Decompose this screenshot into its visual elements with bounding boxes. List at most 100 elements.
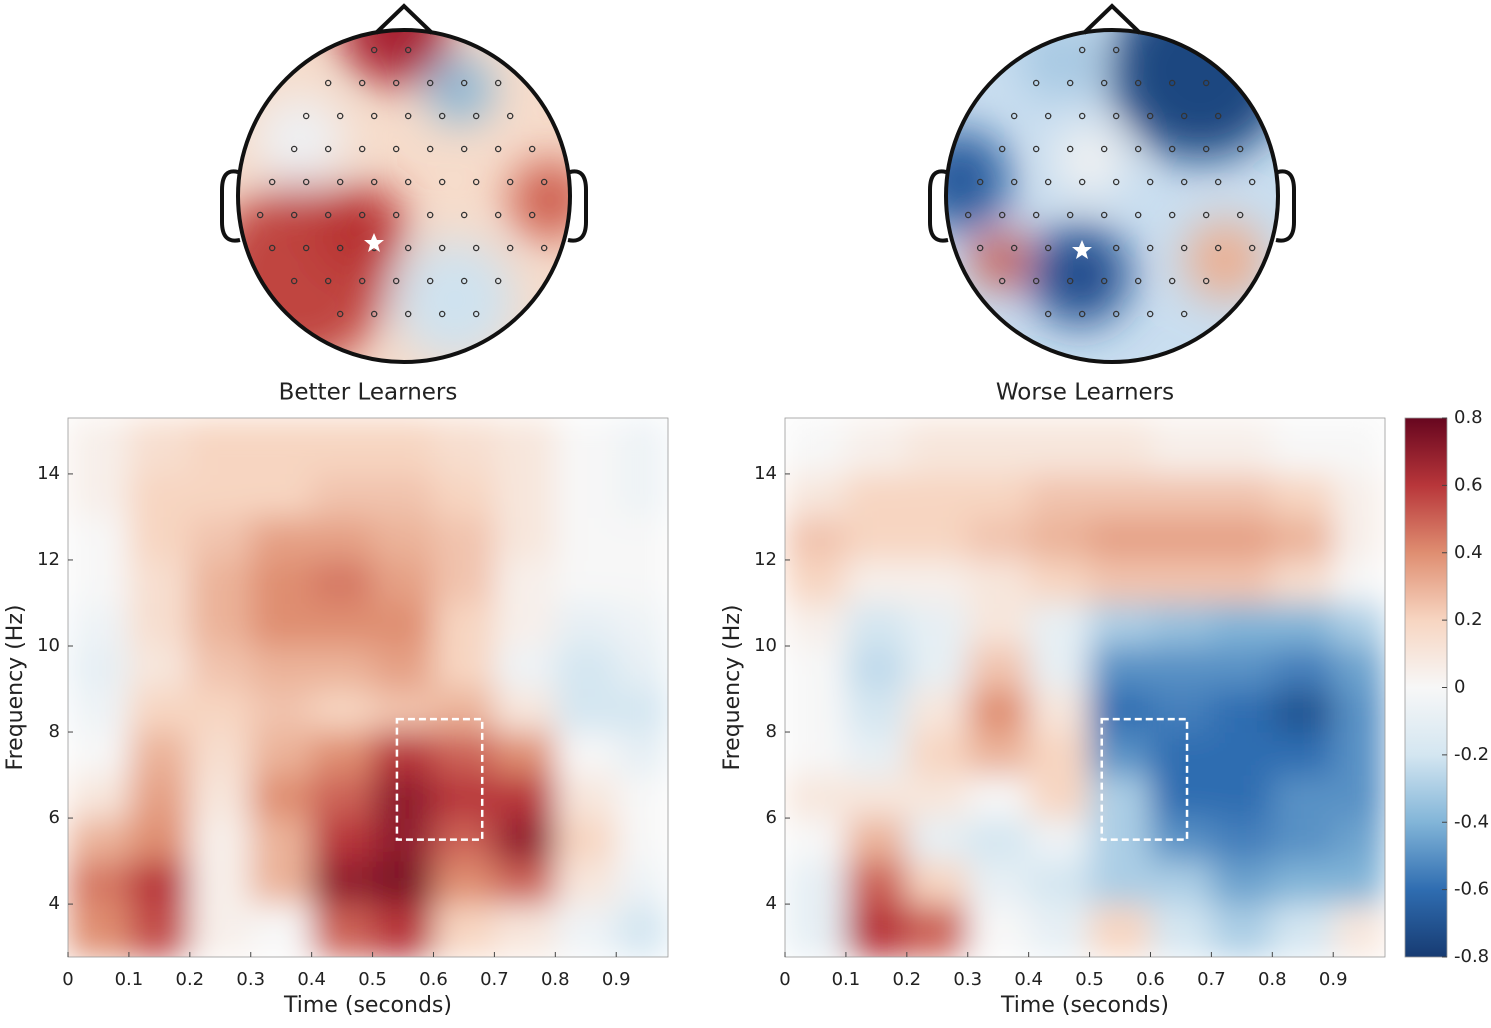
heatmap-cell [1272, 775, 1334, 819]
heatmap-cell [785, 602, 847, 647]
y-tick-label: 14 [37, 463, 60, 484]
heatmap-cell [1028, 602, 1091, 647]
y-tick-label: 10 [37, 635, 60, 656]
electrode [438, 310, 446, 318]
y-tick-label: 8 [49, 721, 60, 742]
heatmap-cell [189, 559, 252, 604]
heatmap-cell [906, 516, 969, 561]
heatmap-cell [1089, 418, 1151, 475]
heatmap-cell [433, 559, 495, 604]
electrode [506, 244, 514, 252]
heatmap-cell [1028, 559, 1091, 604]
heatmap [785, 418, 1385, 957]
electrode [370, 310, 378, 318]
heatmap-cell [311, 559, 374, 604]
heatmap-cell [1211, 473, 1273, 518]
electrode [1146, 310, 1154, 318]
heatmap-cell [311, 602, 374, 647]
heatmap-cell [1089, 818, 1151, 862]
heatmap-cell [372, 775, 434, 819]
electrode [404, 244, 412, 252]
electrode [1032, 79, 1040, 87]
electrode [438, 244, 446, 252]
x-tick-label: 0.1 [115, 969, 144, 990]
heatmap-cell [906, 689, 969, 733]
heatmap-cell [494, 559, 556, 604]
heatmap-cell [785, 732, 847, 776]
electrode [370, 46, 378, 54]
electrode [324, 79, 332, 87]
heatmap-cell [785, 645, 847, 690]
heatmap-cell [128, 861, 191, 905]
heatmap-cell [68, 418, 130, 475]
heatmap-cell [1089, 516, 1151, 561]
heatmap-cell [250, 602, 313, 647]
heatmap-cell [68, 732, 130, 776]
colorbar-tick-label: 0 [1454, 677, 1465, 698]
heatmap-cell [1333, 904, 1385, 957]
heatmap-cell [1211, 516, 1273, 561]
electrode [1078, 178, 1086, 186]
x-axis-label: Time (seconds) [283, 993, 452, 1018]
heatmap-cell [555, 602, 617, 647]
heatmap-cell [250, 689, 313, 733]
heatmap-cell [1089, 473, 1151, 518]
electrode [998, 211, 1006, 219]
electrode [336, 244, 344, 252]
x-tick-label: 0.2 [176, 969, 205, 990]
heatmap-cell [906, 732, 969, 776]
electrode [392, 211, 400, 219]
heatmap-cell [785, 904, 847, 957]
heatmap-cell [1272, 689, 1334, 733]
heatmap-cell [433, 861, 495, 905]
electrode [976, 178, 984, 186]
heatmap-cell [616, 904, 668, 957]
x-tick-label: 0.1 [832, 969, 861, 990]
electrode [1214, 178, 1222, 186]
heatmap-cell [555, 559, 617, 604]
electrode [1032, 145, 1040, 153]
x-tick-label: 0.7 [1197, 969, 1226, 990]
y-tick-label: 6 [49, 807, 60, 828]
heatmap-cell [68, 516, 130, 561]
heatmap-cell [967, 473, 1030, 518]
heatmap-cell [311, 818, 374, 862]
heatmap-cell [1333, 861, 1385, 905]
electrode [256, 211, 264, 219]
electrode [1180, 244, 1188, 252]
heatmap-cell [906, 645, 969, 690]
electrode [506, 112, 514, 120]
electrode [1202, 277, 1210, 285]
roi-box [395, 717, 484, 841]
electrode [404, 46, 412, 54]
heatmap-cell [250, 861, 313, 905]
heatmap-cell [1333, 418, 1385, 475]
x-tick-label: 0.3 [953, 969, 982, 990]
heatmap-cell [1272, 818, 1334, 862]
heatmap-cell [1089, 645, 1151, 690]
electrode [540, 244, 548, 252]
electrode [426, 145, 434, 153]
heatmap-cell [1150, 473, 1212, 518]
heatmap-cell [785, 689, 847, 733]
colorbar-tick-label: -0.6 [1454, 879, 1489, 900]
electrode [1168, 145, 1176, 153]
topoplot [220, 3, 588, 364]
heatmap-cell [1333, 818, 1385, 862]
heatmap-cell [906, 904, 969, 957]
heatmap-cell [967, 418, 1030, 475]
electrode [1066, 277, 1074, 285]
electrode [290, 211, 298, 219]
heatmap-cell [555, 689, 617, 733]
x-tick-label: 0.2 [893, 969, 922, 990]
heatmap-cell [189, 418, 252, 475]
electrode [426, 79, 434, 87]
heatmap-cell [372, 602, 434, 647]
electrode [324, 277, 332, 285]
heatmap-cell [372, 818, 434, 862]
electrode [1168, 211, 1176, 219]
colorbar-tick-label: -0.4 [1454, 811, 1489, 832]
electrode [1112, 244, 1120, 252]
heatmap-cell [1150, 516, 1212, 561]
